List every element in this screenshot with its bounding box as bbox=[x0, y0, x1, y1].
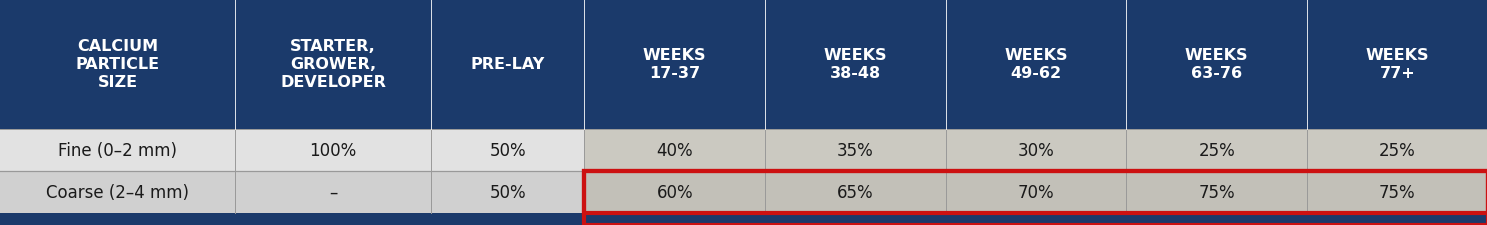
Bar bbox=[764, 0, 946, 129]
Text: 30%: 30% bbox=[1017, 141, 1054, 159]
Bar bbox=[946, 171, 1126, 213]
Bar bbox=[946, 0, 1126, 129]
Bar bbox=[235, 129, 431, 171]
Bar bbox=[1126, 0, 1307, 129]
Bar bbox=[764, 171, 946, 213]
Text: WEEKS
17-37: WEEKS 17-37 bbox=[642, 48, 706, 81]
Text: 50%: 50% bbox=[489, 183, 526, 201]
Text: –: – bbox=[329, 183, 338, 201]
Text: 35%: 35% bbox=[837, 141, 874, 159]
Bar bbox=[0, 129, 235, 171]
Bar bbox=[431, 129, 584, 171]
Text: CALCIUM
PARTICLE
SIZE: CALCIUM PARTICLE SIZE bbox=[76, 39, 159, 90]
Text: 50%: 50% bbox=[489, 141, 526, 159]
Bar bbox=[584, 171, 1487, 213]
Text: 65%: 65% bbox=[837, 183, 874, 201]
Bar bbox=[0, 171, 235, 213]
Text: 75%: 75% bbox=[1199, 183, 1236, 201]
Text: 100%: 100% bbox=[309, 141, 357, 159]
Bar bbox=[1126, 171, 1307, 213]
Text: WEEKS
77+: WEEKS 77+ bbox=[1365, 48, 1429, 81]
Text: 40%: 40% bbox=[656, 141, 693, 159]
Bar bbox=[431, 0, 584, 129]
Bar bbox=[1307, 129, 1487, 171]
Bar bbox=[0, 0, 235, 129]
Text: Coarse (2–4 mm): Coarse (2–4 mm) bbox=[46, 183, 189, 201]
Text: PRE-LAY: PRE-LAY bbox=[471, 57, 544, 72]
Bar bbox=[584, 0, 764, 129]
Text: 60%: 60% bbox=[656, 183, 693, 201]
Bar bbox=[235, 171, 431, 213]
Text: 70%: 70% bbox=[1017, 183, 1054, 201]
Bar bbox=[431, 171, 584, 213]
Bar bbox=[1126, 129, 1307, 171]
Bar bbox=[0, 213, 1487, 225]
Bar bbox=[764, 129, 946, 171]
Bar bbox=[584, 129, 764, 171]
Text: 25%: 25% bbox=[1378, 141, 1416, 159]
Text: 75%: 75% bbox=[1378, 183, 1416, 201]
Text: WEEKS
63-76: WEEKS 63-76 bbox=[1185, 48, 1249, 81]
Bar bbox=[1307, 171, 1487, 213]
Bar bbox=[584, 171, 764, 213]
Bar bbox=[1307, 0, 1487, 129]
Bar bbox=[235, 0, 431, 129]
Text: 25%: 25% bbox=[1199, 141, 1236, 159]
Text: WEEKS
49-62: WEEKS 49-62 bbox=[1004, 48, 1068, 81]
Text: WEEKS
38-48: WEEKS 38-48 bbox=[824, 48, 888, 81]
Text: Fine (0–2 mm): Fine (0–2 mm) bbox=[58, 141, 177, 159]
Bar bbox=[584, 171, 1487, 225]
Text: STARTER,
GROWER,
DEVELOPER: STARTER, GROWER, DEVELOPER bbox=[280, 39, 387, 90]
Bar bbox=[946, 129, 1126, 171]
